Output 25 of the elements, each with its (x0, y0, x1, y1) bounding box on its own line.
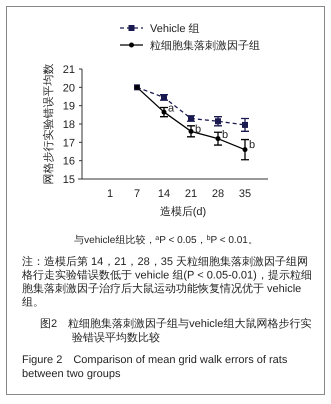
y-tick-label: 20 (62, 82, 75, 94)
y-tick-label: 21 (62, 64, 75, 76)
x-tick-label: 35 (238, 188, 252, 200)
y-tick-label: 16 (62, 156, 75, 168)
annotation: b (222, 129, 228, 142)
y-axis-title: 网格步行实验错误平均数 (42, 64, 55, 184)
y-tick-label: 18 (62, 119, 75, 131)
legend-label: 粒细胞集落刺激因子组 (150, 39, 260, 52)
text: 图2 粒细胞集落刺激因子组与vehicle组大鼠网格步行实验错误平均数比较 (40, 317, 312, 344)
x-tick-label: 1 (106, 188, 114, 200)
annotation: a (168, 102, 175, 114)
x-tick-label: 21 (184, 188, 198, 200)
y-tick-label: 17 (62, 137, 75, 150)
x-tick-label: 28 (212, 188, 224, 200)
text: 注：造模后第 14，21，28，35 天粒细胞集落刺激因子组网格行走实验错误数低于 vehicle 组(P < 0.05-0.01)，提示粒细胞集落刺激因子治疗后大鼠运动功能恢复情况优于 vehicle 组。 (21, 255, 312, 308)
x-tick-label: 7 (134, 188, 140, 200)
y-tick-label: 15 (62, 174, 75, 186)
annotation: b (195, 124, 202, 136)
x-axis-title: 造模后(d) (160, 205, 206, 218)
y-tick-label: 19 (62, 100, 75, 113)
legend-label: Vehicle 组 (150, 23, 200, 35)
text: 与vehicle组比较，$^{a}$P < 0.05，$^{b}$P < 0.01。 (74, 234, 258, 246)
x-tick-label: 14 (158, 188, 170, 200)
text: Figure 2 Comparison of mean grid walk errors of rats between two groups (22, 354, 288, 380)
annotation: b (249, 139, 256, 152)
